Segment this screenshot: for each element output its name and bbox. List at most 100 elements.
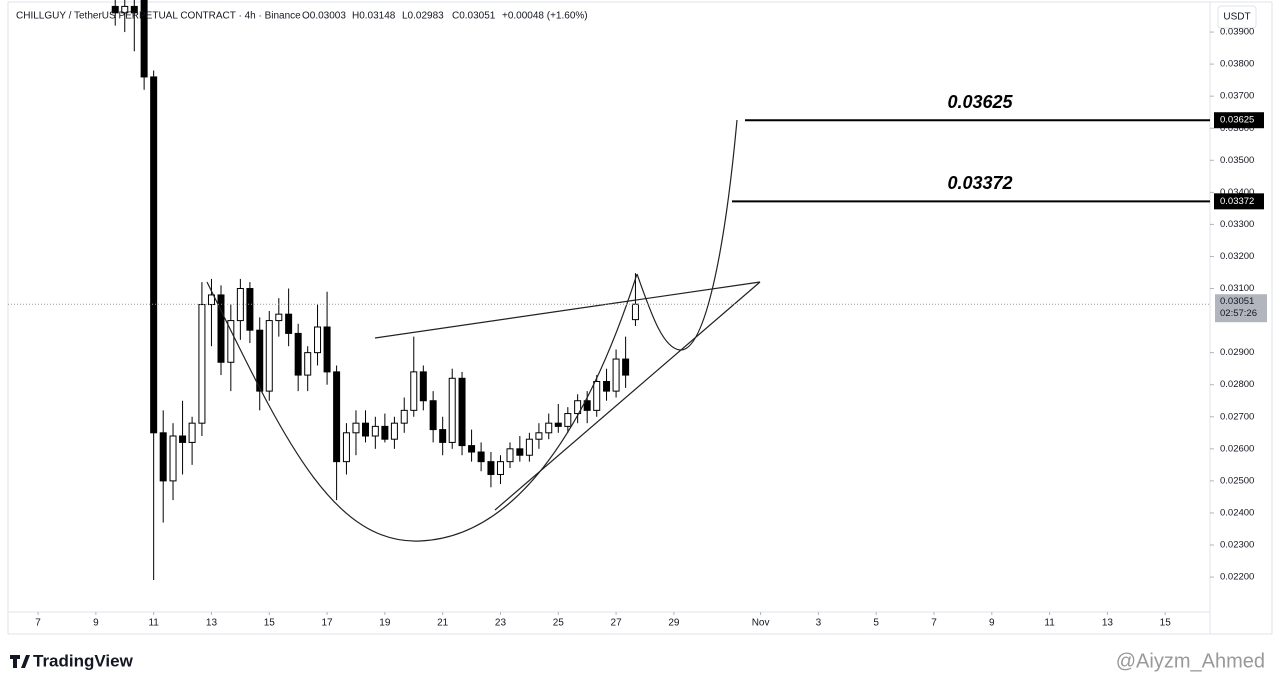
- ohlc-low: L0.02983: [402, 11, 444, 22]
- target-tag-label: 0.03625: [1220, 115, 1254, 126]
- candle-body: [400, 409, 408, 424]
- candle-body: [111, 5, 119, 14]
- x-tick-label: 11: [148, 618, 159, 629]
- y-tick-label: 0.03600: [1220, 123, 1254, 134]
- candle-body: [342, 432, 350, 463]
- candle-body: [439, 429, 447, 443]
- plot: [111, 0, 639, 580]
- y-tick-label: 0.03900: [1220, 27, 1254, 38]
- y-tick-label: 0.03200: [1220, 251, 1254, 262]
- x-tick-label: 25: [553, 618, 565, 629]
- candle-body: [448, 377, 456, 443]
- candle-body: [352, 422, 360, 434]
- x-tick-label: 19: [379, 618, 391, 629]
- candle-body: [371, 425, 379, 437]
- candle-body: [564, 413, 572, 427]
- candle-body: [429, 400, 437, 431]
- y-tick-label: 0.03800: [1220, 59, 1254, 70]
- y-tick-label: 0.03400: [1220, 187, 1254, 198]
- candle-body: [554, 422, 562, 427]
- y-tick-label: 0.02300: [1220, 540, 1254, 551]
- candle-body: [525, 438, 533, 456]
- x-tick-label: 11: [1044, 618, 1055, 629]
- candle-body: [458, 377, 466, 447]
- y-tick-label: 0.02600: [1220, 443, 1254, 454]
- logo-icon: [10, 655, 30, 668]
- candle-body: [583, 400, 591, 411]
- y-tick-label: 0.02500: [1220, 475, 1254, 486]
- y-tick-label: 0.02700: [1220, 411, 1254, 422]
- x-tick-label: 7: [35, 618, 41, 629]
- x-tick-label: 9: [989, 618, 995, 629]
- candle-body: [487, 461, 495, 475]
- candle-body: [236, 288, 244, 322]
- projection-drawing: [636, 119, 738, 351]
- last-price-label: 0.03051: [1220, 296, 1254, 307]
- candle-body: [130, 5, 138, 14]
- target-tag-label: 0.03372: [1220, 196, 1254, 207]
- x-tick-label: 23: [495, 618, 507, 629]
- candle-body: [207, 294, 215, 306]
- currency[interactable]: USDT: [1223, 12, 1250, 23]
- x-tick-label: 5: [873, 618, 879, 629]
- watermark: @Aiyzm_Ahmed: [1116, 650, 1265, 672]
- candle-body: [506, 448, 514, 463]
- y-tick-label: 0.03700: [1220, 91, 1254, 102]
- candle-body: [333, 371, 341, 463]
- y-tick-label: 0.02200: [1220, 572, 1254, 583]
- y-tick-label: 0.02800: [1220, 379, 1254, 390]
- candle-body: [323, 326, 331, 373]
- chart-frame: [7, 1, 1273, 635]
- candle-body: [362, 422, 370, 437]
- ohlc-change: +0.00048 (+1.60%): [502, 11, 588, 22]
- target-label: 0.03372: [947, 173, 1012, 193]
- candle-body: [477, 451, 485, 463]
- candle-body: [169, 435, 177, 482]
- last-price-tag: [1215, 294, 1267, 323]
- candle-body: [545, 422, 553, 434]
- countdown: 02:57:26: [1220, 308, 1257, 319]
- target-tag: [1214, 193, 1264, 210]
- target-tag: [1214, 112, 1264, 129]
- candle-body: [516, 448, 524, 456]
- x-tick-label: 17: [322, 618, 334, 629]
- candle-body: [265, 320, 273, 392]
- candle-body: [179, 435, 187, 443]
- y-tick-label: 0.02400: [1220, 507, 1254, 518]
- ohlc-close: C0.03051: [452, 11, 496, 22]
- y-tick-label: 0.03300: [1220, 219, 1254, 230]
- target-label: 0.03625: [947, 92, 1013, 112]
- candle-body: [574, 400, 582, 415]
- x-tick-label: 7: [931, 618, 937, 629]
- candle-body: [294, 332, 302, 376]
- y-tick-label: 0.03100: [1220, 283, 1254, 294]
- currency-box[interactable]: [1217, 5, 1257, 29]
- candle-body: [150, 76, 158, 434]
- candle-body: [285, 313, 293, 334]
- candle-body: [140, 0, 148, 78]
- candle-body: [314, 326, 322, 354]
- x-tick-label: 13: [206, 618, 218, 629]
- x-tick-label: Nov: [752, 618, 770, 629]
- trend-line: [374, 281, 761, 339]
- candle-body: [622, 358, 630, 376]
- candle-body: [410, 371, 418, 411]
- candle-body: [535, 432, 543, 440]
- x-tick-label: 15: [264, 618, 276, 629]
- candle-body: [304, 352, 312, 376]
- candle-body: [256, 329, 264, 392]
- candle-body: [603, 380, 611, 392]
- x-tick-label: 3: [816, 618, 822, 629]
- candle-body: [612, 358, 620, 392]
- candle-body: [246, 288, 254, 331]
- y-tick-label: 0.02900: [1220, 347, 1254, 358]
- symbol-title: CHILLGUY / TetherUS PERPETUAL CONTRACT ·…: [16, 11, 301, 22]
- x-tick-label: 15: [1160, 618, 1172, 629]
- brand: TradingView: [33, 651, 134, 670]
- candle-body: [198, 304, 206, 424]
- candle-body: [468, 445, 476, 453]
- candle-body: [390, 422, 398, 440]
- candle-body: [496, 461, 504, 475]
- candle-body: [381, 425, 389, 440]
